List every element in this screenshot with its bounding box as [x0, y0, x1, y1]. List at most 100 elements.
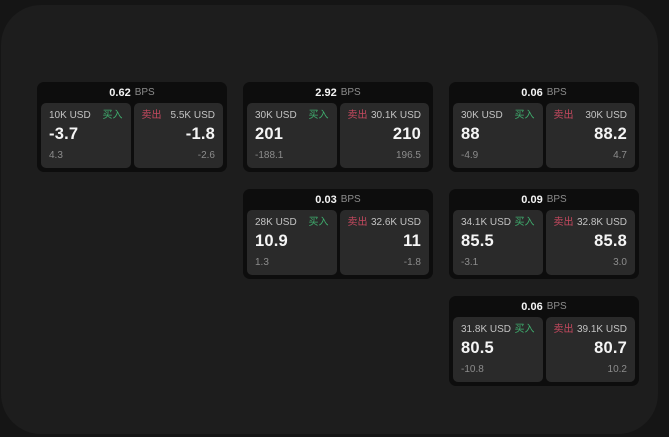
- spread-value: 0.06: [521, 86, 543, 99]
- spread-header: 0.03 BPS: [247, 189, 429, 210]
- sell-meta: 卖出 32.6K USD: [348, 217, 422, 229]
- spread-unit-label: BPS: [546, 87, 567, 98]
- sell-price: 11: [403, 232, 421, 250]
- sell-pane[interactable]: 卖出 5.5K USD -1.8 -2.6: [133, 103, 223, 168]
- spread-unit-label: BPS: [134, 87, 155, 98]
- spread-unit-label: BPS: [546, 301, 567, 312]
- quote-card: 0.03 BPS 28K USD 买入 10.9 1.3 卖出 32.6K US…: [243, 189, 433, 279]
- spread-unit-label: BPS: [546, 194, 567, 205]
- sell-meta: 卖出 30K USD: [554, 110, 628, 122]
- sell-meta: 卖出 39.1K USD: [554, 324, 628, 336]
- sell-sub-value: 196.5: [395, 150, 421, 161]
- buy-side-label: 买入: [308, 217, 329, 228]
- sell-price: 210: [392, 125, 421, 143]
- sell-sub-value: 4.7: [613, 150, 627, 161]
- buy-sub-value: -10.8: [461, 364, 484, 375]
- spread-header: 0.09 BPS: [453, 189, 635, 210]
- spread-header: 0.62 BPS: [41, 82, 223, 103]
- sell-notional: 32.6K USD: [370, 217, 421, 228]
- buy-pane[interactable]: 30K USD 买入 88 -4.9: [453, 103, 543, 168]
- spread-value: 0.06: [521, 300, 543, 313]
- buy-price: 201: [255, 125, 284, 143]
- quote-body: 28K USD 买入 10.9 1.3 卖出 32.6K USD 11 -1.8: [247, 210, 429, 275]
- buy-pane[interactable]: 10K USD 买入 -3.7 4.3: [41, 103, 131, 168]
- buy-meta: 30K USD 买入: [461, 110, 535, 122]
- buy-price: 10.9: [255, 232, 288, 250]
- sell-pane[interactable]: 卖出 32.8K USD 85.8 3.0: [545, 210, 635, 275]
- spread-value: 2.92: [315, 86, 337, 99]
- buy-side-label: 买入: [308, 110, 329, 121]
- buy-side-label: 买入: [514, 110, 535, 121]
- quote-grid: 0.62 BPS 10K USD 买入 -3.7 4.3 卖出 5.5K USD: [37, 82, 639, 386]
- spread-unit-label: BPS: [340, 194, 361, 205]
- sell-side-label: 卖出: [553, 324, 574, 335]
- sell-meta: 卖出 32.8K USD: [554, 217, 628, 229]
- buy-sub-value: -188.1: [255, 150, 284, 161]
- buy-sub-value: 1.3: [255, 257, 269, 268]
- sell-sub-value: 10.2: [607, 364, 627, 375]
- sell-side-label: 卖出: [553, 217, 574, 228]
- sell-sub-value: 3.0: [613, 257, 627, 268]
- sell-side-label: 卖出: [553, 110, 574, 121]
- spread-unit-label: BPS: [340, 87, 361, 98]
- sell-sub-value: -1.8: [403, 257, 421, 268]
- sell-notional: 39.1K USD: [576, 324, 627, 335]
- buy-sub-value: -4.9: [461, 150, 479, 161]
- sell-pane[interactable]: 卖出 30K USD 88.2 4.7: [545, 103, 635, 168]
- quote-body: 34.1K USD 买入 85.5 -3.1 卖出 32.8K USD 85.8…: [453, 210, 635, 275]
- sell-meta: 卖出 5.5K USD: [142, 110, 216, 122]
- buy-notional: 30K USD: [461, 110, 503, 121]
- sell-pane[interactable]: 卖出 32.6K USD 11 -1.8: [339, 210, 429, 275]
- buy-notional: 34.1K USD: [461, 217, 512, 228]
- buy-pane[interactable]: 28K USD 买入 10.9 1.3: [247, 210, 337, 275]
- buy-meta: 30K USD 买入: [255, 110, 329, 122]
- buy-price: 80.5: [461, 339, 494, 357]
- buy-notional: 30K USD: [255, 110, 297, 121]
- buy-pane[interactable]: 31.8K USD 买入 80.5 -10.8: [453, 317, 543, 382]
- quote-body: 30K USD 买入 88 -4.9 卖出 30K USD 88.2 4.7: [453, 103, 635, 168]
- buy-meta: 10K USD 买入: [49, 110, 123, 122]
- spread-header: 0.06 BPS: [453, 296, 635, 317]
- sell-price: 85.8: [594, 232, 627, 250]
- spread-value: 0.03: [315, 193, 337, 206]
- spread-value: 0.62: [109, 86, 131, 99]
- sell-notional: 30.1K USD: [370, 110, 421, 121]
- sell-notional: 30K USD: [585, 110, 627, 121]
- sell-price: 88.2: [594, 125, 627, 143]
- quote-card: 2.92 BPS 30K USD 买入 201 -188.1 卖出 30.1K …: [243, 82, 433, 172]
- sell-side-label: 卖出: [347, 110, 368, 121]
- quote-card: 0.62 BPS 10K USD 买入 -3.7 4.3 卖出 5.5K USD: [37, 82, 227, 172]
- quote-body: 10K USD 买入 -3.7 4.3 卖出 5.5K USD -1.8 -2.…: [41, 103, 223, 168]
- buy-price: 88: [461, 125, 480, 143]
- spread-header: 0.06 BPS: [453, 82, 635, 103]
- sell-pane[interactable]: 卖出 39.1K USD 80.7 10.2: [545, 317, 635, 382]
- spread-header: 2.92 BPS: [247, 82, 429, 103]
- buy-sub-value: 4.3: [49, 150, 63, 161]
- sell-notional: 5.5K USD: [170, 110, 215, 121]
- quote-body: 31.8K USD 买入 80.5 -10.8 卖出 39.1K USD 80.…: [453, 317, 635, 382]
- buy-meta: 34.1K USD 买入: [461, 217, 535, 229]
- buy-price: 85.5: [461, 232, 494, 250]
- buy-price: -3.7: [49, 125, 79, 143]
- app-window: 0.62 BPS 10K USD 买入 -3.7 4.3 卖出 5.5K USD: [1, 5, 658, 434]
- buy-notional: 10K USD: [49, 110, 91, 121]
- buy-meta: 28K USD 买入: [255, 217, 329, 229]
- buy-notional: 28K USD: [255, 217, 297, 228]
- sell-pane[interactable]: 卖出 30.1K USD 210 196.5: [339, 103, 429, 168]
- quote-card: 0.06 BPS 30K USD 买入 88 -4.9 卖出 30K USD: [449, 82, 639, 172]
- sell-side-label: 卖出: [347, 217, 368, 228]
- buy-pane[interactable]: 30K USD 买入 201 -188.1: [247, 103, 337, 168]
- buy-pane[interactable]: 34.1K USD 买入 85.5 -3.1: [453, 210, 543, 275]
- quote-card: 0.09 BPS 34.1K USD 买入 85.5 -3.1 卖出 32.8K…: [449, 189, 639, 279]
- buy-sub-value: -3.1: [461, 257, 479, 268]
- spread-value: 0.09: [521, 193, 543, 206]
- quote-card: 0.06 BPS 31.8K USD 买入 80.5 -10.8 卖出 39.1…: [449, 296, 639, 386]
- sell-side-label: 卖出: [141, 110, 162, 121]
- sell-notional: 32.8K USD: [576, 217, 627, 228]
- buy-meta: 31.8K USD 买入: [461, 324, 535, 336]
- buy-notional: 31.8K USD: [461, 324, 512, 335]
- buy-side-label: 买入: [102, 110, 123, 121]
- sell-price: -1.8: [185, 125, 215, 143]
- sell-sub-value: -2.6: [197, 150, 215, 161]
- quote-body: 30K USD 买入 201 -188.1 卖出 30.1K USD 210 1…: [247, 103, 429, 168]
